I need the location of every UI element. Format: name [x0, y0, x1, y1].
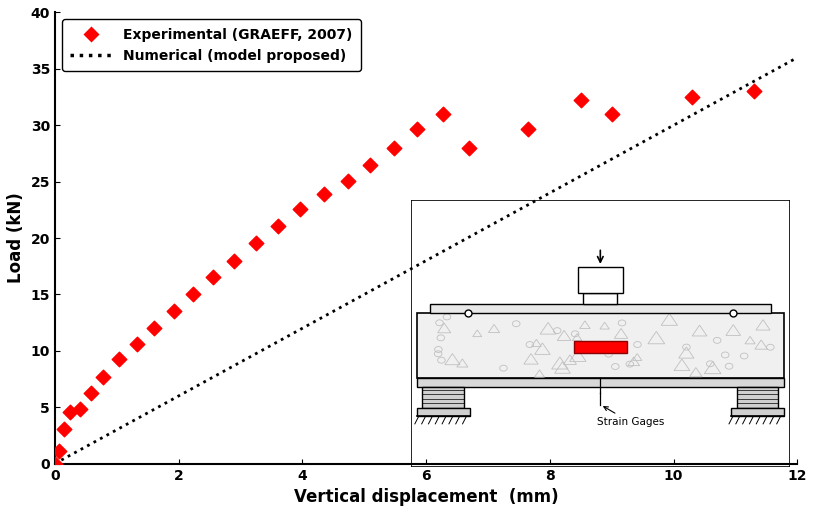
- Experimental (GRAEFF, 2007): [317, 190, 330, 198]
- Experimental (GRAEFF, 2007): [249, 239, 262, 247]
- Experimental (GRAEFF, 2007): [294, 205, 307, 213]
- X-axis label: Vertical displacement  (mm): Vertical displacement (mm): [294, 488, 558, 506]
- Experimental (GRAEFF, 2007): [130, 340, 143, 348]
- Experimental (GRAEFF, 2007): [186, 290, 199, 299]
- Experimental (GRAEFF, 2007): [228, 256, 241, 265]
- Bar: [584, 293, 617, 304]
- Experimental (GRAEFF, 2007): [341, 176, 354, 185]
- Experimental (GRAEFF, 2007): [207, 273, 220, 281]
- Legend: Experimental (GRAEFF, 2007), Numerical (model proposed): Experimental (GRAEFF, 2007), Numerical (…: [62, 19, 361, 71]
- Bar: [578, 267, 623, 293]
- Experimental (GRAEFF, 2007): [522, 125, 535, 133]
- Bar: [422, 387, 464, 407]
- Experimental (GRAEFF, 2007): [112, 355, 125, 363]
- Experimental (GRAEFF, 2007): [364, 161, 377, 169]
- Experimental (GRAEFF, 2007): [685, 93, 698, 101]
- Experimental (GRAEFF, 2007): [437, 110, 450, 118]
- Experimental (GRAEFF, 2007): [148, 324, 161, 332]
- Experimental (GRAEFF, 2007): [574, 96, 587, 105]
- Experimental (GRAEFF, 2007): [387, 144, 400, 152]
- Experimental (GRAEFF, 2007): [271, 222, 284, 230]
- Bar: [417, 378, 784, 387]
- Experimental (GRAEFF, 2007): [73, 405, 86, 413]
- Bar: [417, 407, 470, 417]
- Bar: [574, 341, 627, 353]
- Experimental (GRAEFF, 2007): [463, 144, 476, 152]
- Experimental (GRAEFF, 2007): [605, 110, 618, 118]
- Experimental (GRAEFF, 2007): [97, 372, 110, 381]
- Y-axis label: Load (kN): Load (kN): [7, 193, 25, 283]
- Experimental (GRAEFF, 2007): [48, 460, 61, 468]
- Experimental (GRAEFF, 2007): [410, 125, 423, 133]
- Bar: [731, 407, 784, 417]
- Bar: [430, 304, 771, 313]
- Experimental (GRAEFF, 2007): [63, 408, 77, 416]
- Experimental (GRAEFF, 2007): [52, 446, 65, 455]
- Experimental (GRAEFF, 2007): [747, 87, 760, 95]
- Text: Strain Gages: Strain Gages: [597, 407, 664, 427]
- Experimental (GRAEFF, 2007): [84, 388, 97, 397]
- Bar: [417, 313, 784, 378]
- Experimental (GRAEFF, 2007): [57, 425, 70, 433]
- Bar: [737, 387, 778, 407]
- Experimental (GRAEFF, 2007): [167, 307, 180, 315]
